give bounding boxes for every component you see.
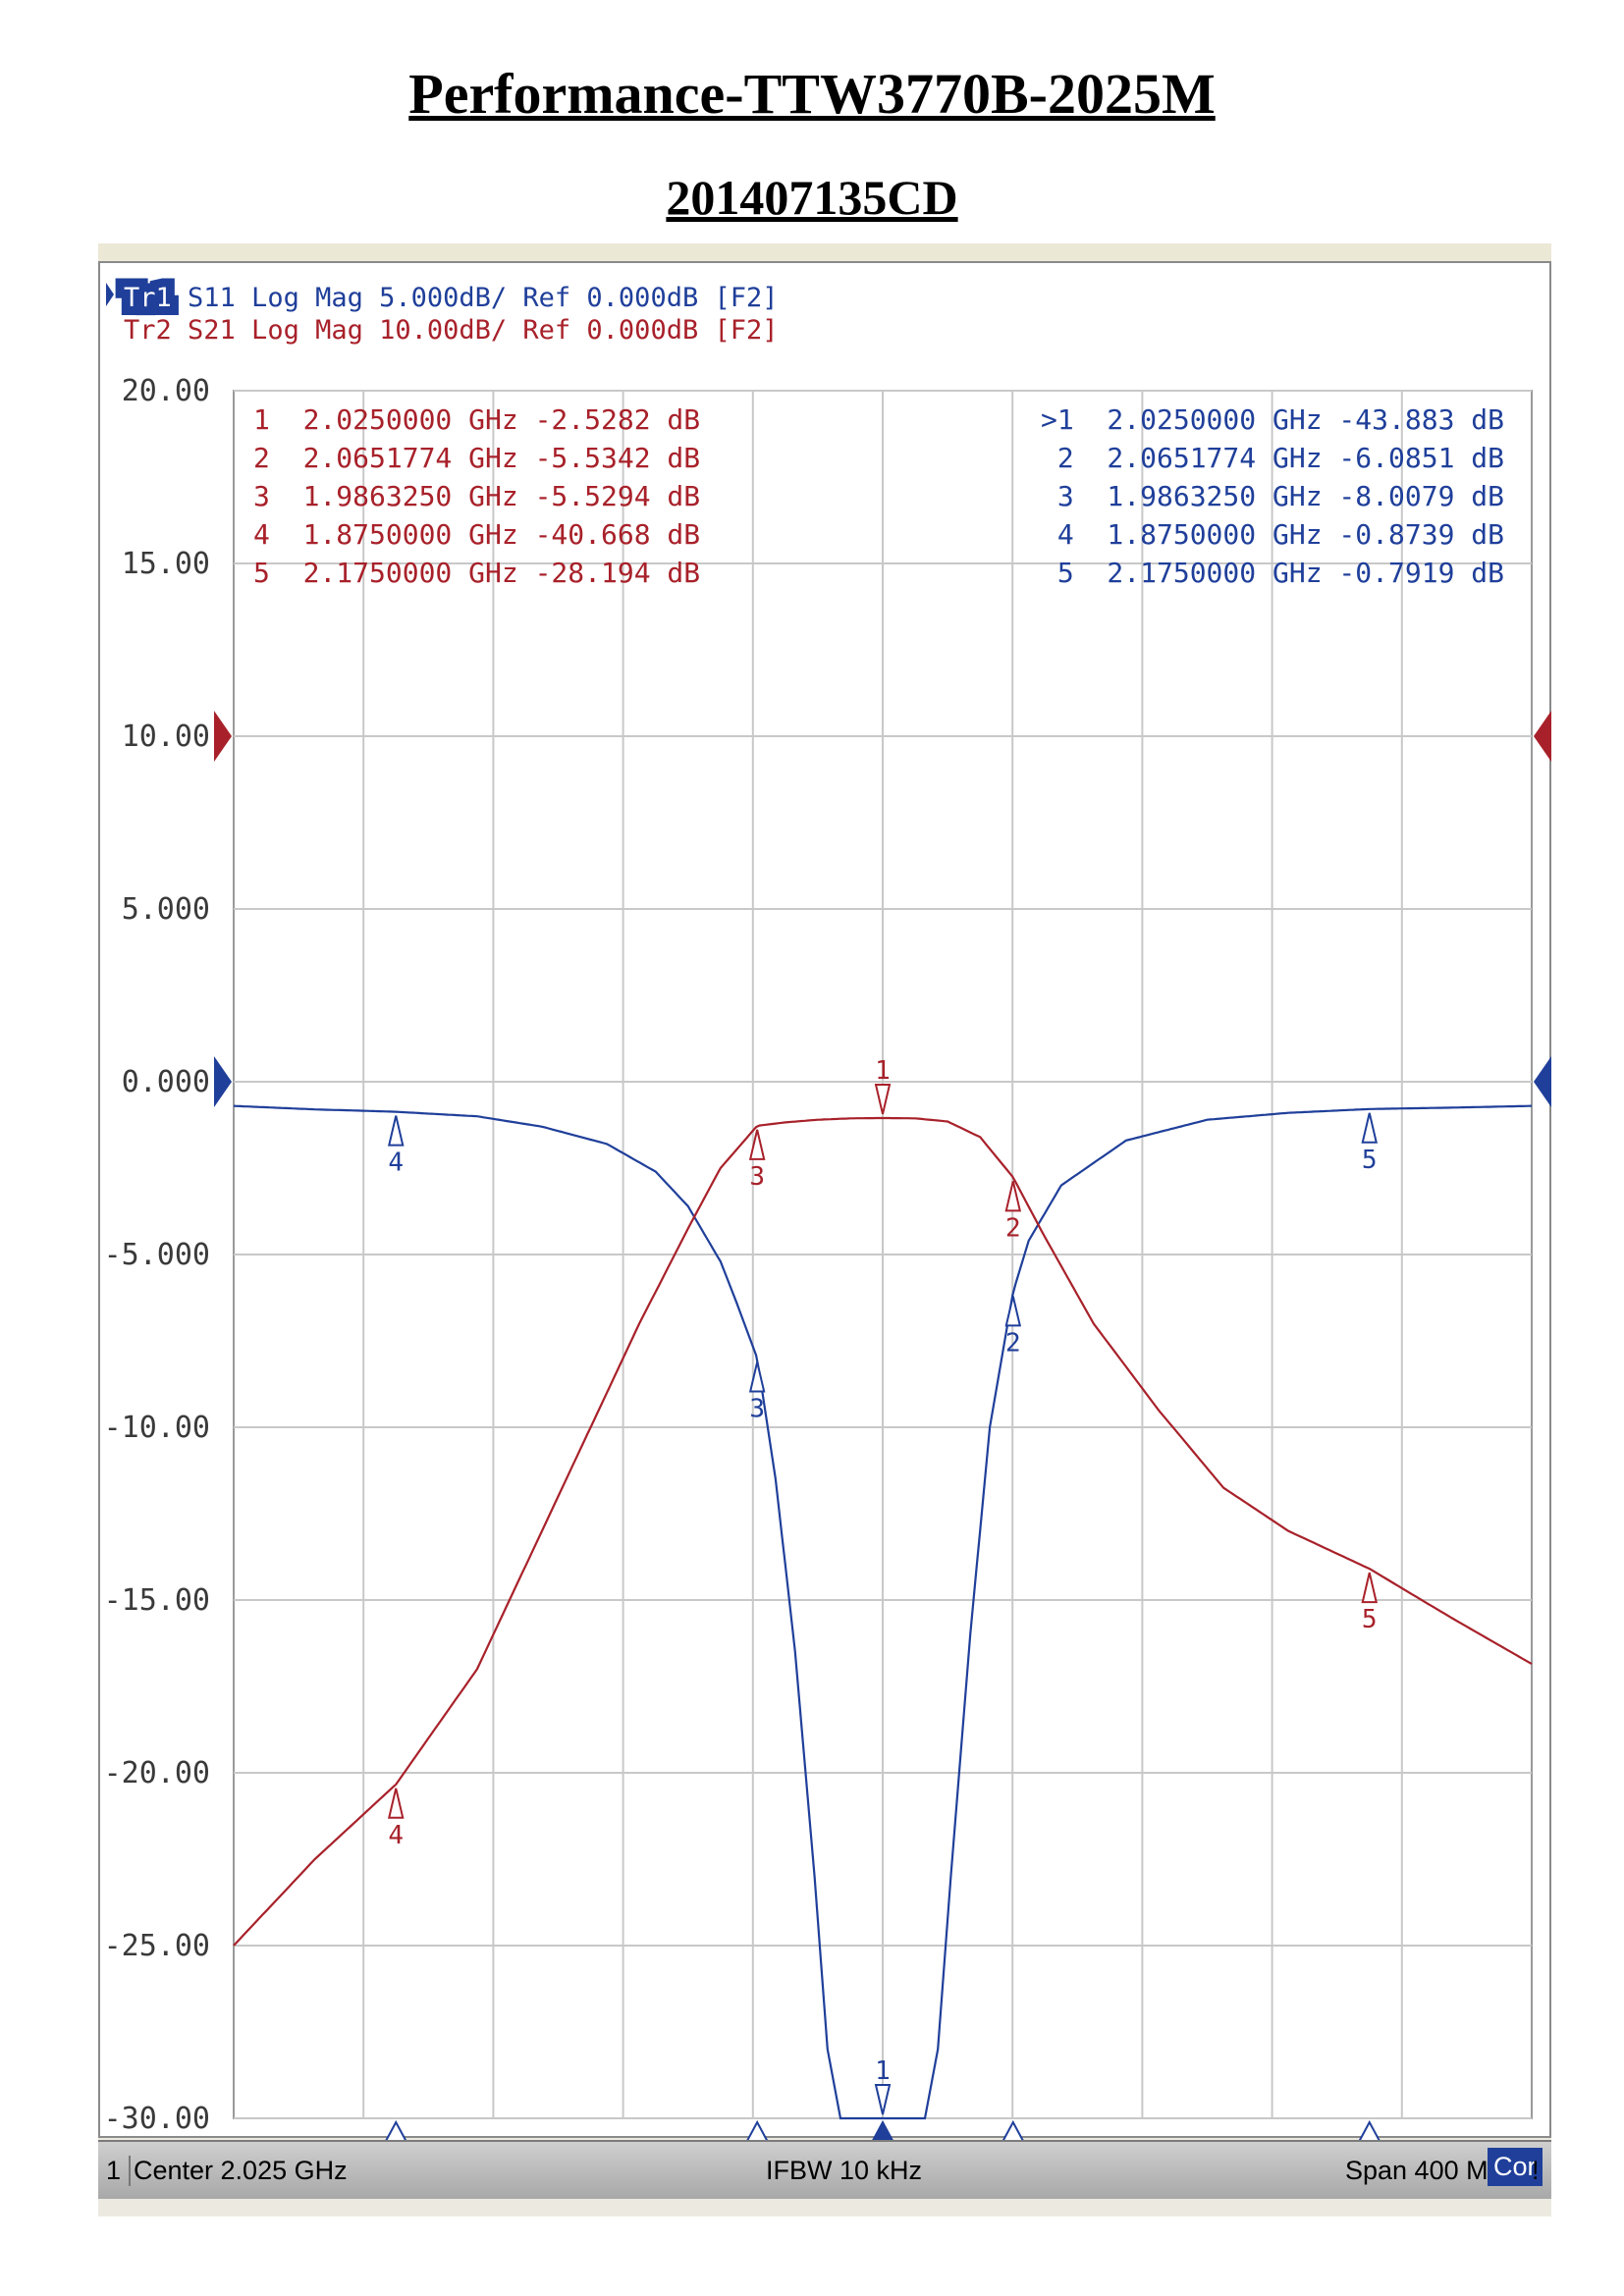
marker-id: 3 xyxy=(749,1162,765,1192)
y-tick-label: -20.00 xyxy=(104,1756,210,1790)
marker-id: 5 xyxy=(1362,1605,1378,1634)
correction-badge[interactable]: Cor xyxy=(1488,2148,1543,2186)
vna-plot-frame xyxy=(98,261,1551,2138)
s11-marker-row: 2 2.0651774 GHz -6.0851 dB xyxy=(1041,442,1504,474)
reference-markers xyxy=(214,711,1551,1107)
s21-marker-row: 5 2.1750000 GHz -28.194 dB xyxy=(253,557,700,589)
marker-triangle-icon xyxy=(1361,1112,1379,1144)
ref-arrow-s21-left-icon[interactable] xyxy=(214,711,232,762)
s11-marker-row: >1 2.0250000 GHz -43.883 dB xyxy=(1041,403,1504,436)
marker-triangle-icon xyxy=(387,1788,405,1819)
s21-marker-row: 1 2.0250000 GHz -2.5282 dB xyxy=(253,403,700,436)
marker-triangle-icon xyxy=(387,1115,405,1147)
y-tick-label: 10.00 xyxy=(122,720,210,754)
s11-marker-1[interactable]: 1 xyxy=(874,2056,892,2115)
marker-triangle-icon xyxy=(1361,1572,1379,1604)
s11-marker-5[interactable]: 5 xyxy=(1361,1112,1379,1175)
tr2-label[interactable]: Tr2 S21 Log Mag 10.00dB/ Ref 0.000dB [F2… xyxy=(124,315,779,346)
y-tick-label: 5.000 xyxy=(122,892,210,927)
y-tick-label: -10.00 xyxy=(104,1411,210,1445)
marker-triangle-icon xyxy=(874,2084,892,2115)
y-tick-labels: 20.00 15.00 10.00 5.000 0.000 -5.000 -10.00 -15… xyxy=(104,374,210,2136)
ref-arrow-s11-left-icon[interactable] xyxy=(214,1056,232,1107)
s11-marker-row: 5 2.1750000 GHz -0.7919 dB xyxy=(1041,557,1504,589)
marker-triangle-icon xyxy=(1004,1296,1022,1327)
marker-id: 4 xyxy=(388,1821,404,1850)
marker-id: 2 xyxy=(1005,1328,1021,1358)
ref-arrow-s11-right-icon[interactable] xyxy=(1534,1056,1551,1107)
trace-s11[interactable] xyxy=(233,1104,1533,2120)
document-subtitle: 201407135CD xyxy=(666,170,958,225)
s21-marker-4[interactable]: 4 xyxy=(387,1788,405,1850)
y-tick-label: 0.000 xyxy=(122,1065,210,1099)
grid xyxy=(233,390,1533,2119)
status-bar: 1 Center 2.025 GHz IFBW 10 kHz Span 400 … xyxy=(98,2140,1551,2199)
s11-marker-3[interactable]: 3 xyxy=(748,1362,766,1424)
s11-marker-row: 3 1.9863250 GHz -8.0079 dB xyxy=(1041,480,1504,512)
y-tick-label: 20.00 xyxy=(122,374,210,408)
marker-triangle-icon xyxy=(874,1083,892,1115)
status-warning-icon: ! xyxy=(1532,2156,1540,2185)
s21-marker-row: 3 1.9863250 GHz -5.5294 dB xyxy=(253,480,700,512)
marker-triangle-icon xyxy=(748,1129,766,1160)
traces xyxy=(233,1104,1533,2120)
s11-marker-2[interactable]: 2 xyxy=(1004,1296,1022,1358)
tr1-label[interactable]: Tr1 S11 Log Mag 5.000dB/ Ref 0.000dB [F2… xyxy=(115,274,779,322)
s21-marker-row: 4 1.8750000 GHz -40.668 dB xyxy=(253,518,700,551)
s11-marker-4[interactable]: 4 xyxy=(387,1115,405,1178)
trace-s21[interactable] xyxy=(233,1116,1533,1947)
s21-marker-2[interactable]: 2 xyxy=(1004,1181,1022,1243)
s11-marker-row: 4 1.8750000 GHz -0.8739 dB xyxy=(1041,518,1504,551)
tr1-active-box: Tr1 xyxy=(124,283,172,313)
s21-marker-1[interactable]: 1 xyxy=(874,1056,892,1115)
marker-id: 2 xyxy=(1005,1213,1021,1243)
ifbw-setting[interactable]: IFBW 10 kHz xyxy=(766,2156,923,2185)
marker-id: 1 xyxy=(875,2056,891,2086)
y-tick-label: 15.00 xyxy=(122,547,210,581)
y-tick-label: -5.000 xyxy=(104,1238,210,1272)
marker-id: 3 xyxy=(749,1395,765,1424)
s11-marker-table: >1 2.0250000 GHz -43.883 dB 2 2.0651774 … xyxy=(1041,403,1504,589)
center-frequency[interactable]: Center 2.025 GHz xyxy=(134,2156,348,2185)
active-trace-arrow-icon xyxy=(106,283,114,306)
y-tick-label: -25.00 xyxy=(104,1929,210,1963)
channel-indicator[interactable]: 1 xyxy=(106,2156,132,2186)
marker-id: 5 xyxy=(1362,1146,1378,1175)
document-title: Performance-TTW3770B-2025M xyxy=(408,62,1216,126)
s21-marker-table: 1 2.0250000 GHz -2.5282 dB 2 2.0651774 G… xyxy=(253,403,700,589)
ref-arrow-s21-right-icon[interactable] xyxy=(1534,711,1551,762)
marker-triangle-icon xyxy=(748,1362,766,1393)
marker-triangle-icon xyxy=(1004,1181,1022,1212)
marker-id: 4 xyxy=(388,1148,404,1178)
marker-id: 1 xyxy=(875,1056,891,1086)
y-tick-label: -15.00 xyxy=(104,1583,210,1618)
s21-marker-row: 2 2.0651774 GHz -5.5342 dB xyxy=(253,442,700,474)
s21-marker-3[interactable]: 3 xyxy=(748,1129,766,1192)
y-tick-label: -30.00 xyxy=(104,2102,210,2136)
s21-marker-5[interactable]: 5 xyxy=(1361,1572,1379,1634)
